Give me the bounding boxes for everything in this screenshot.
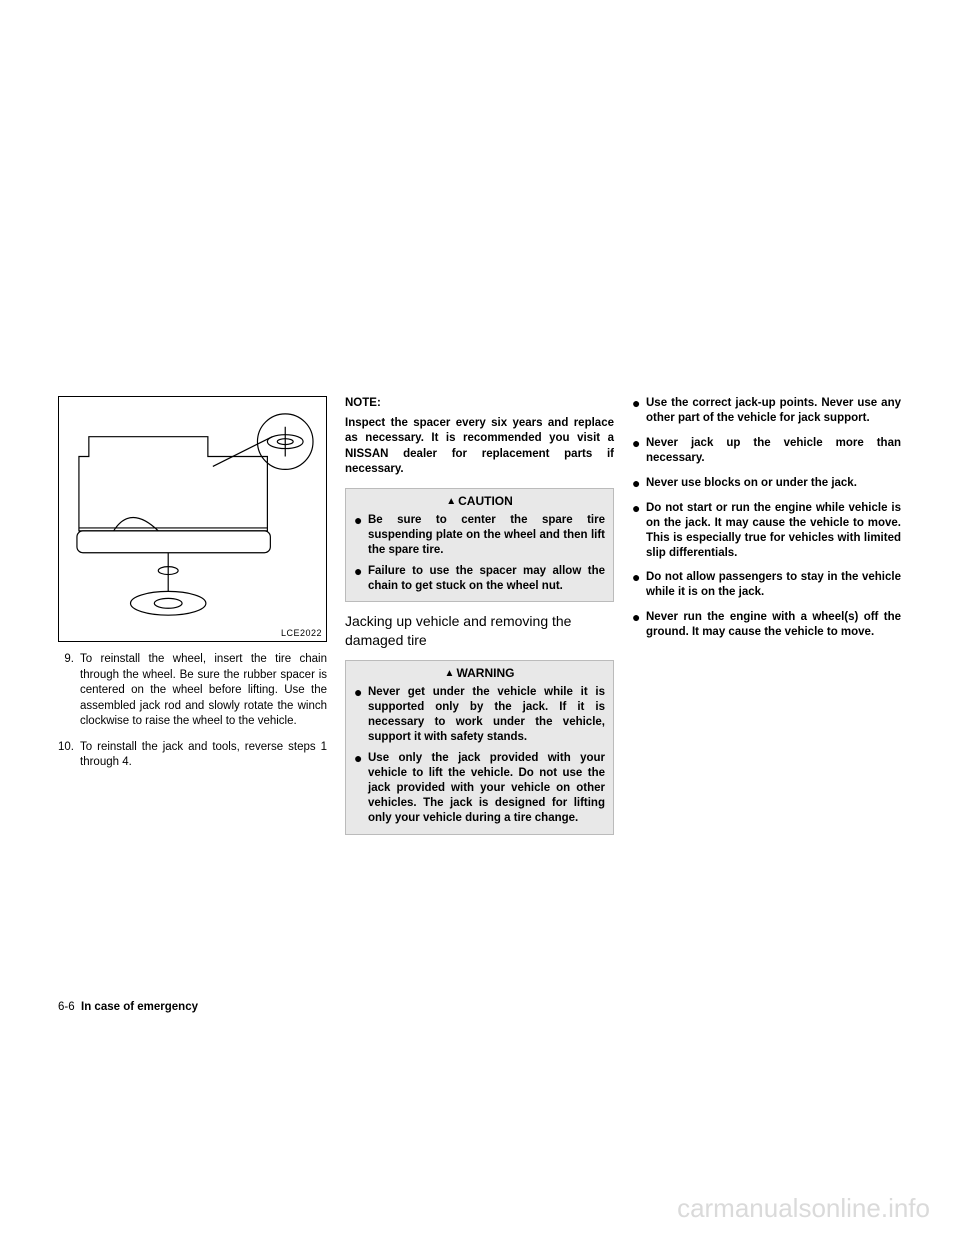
bullet-text: Do not allow passengers to stay in the v… [646,570,901,600]
safety-bullet: ● Do not start or run the engine while v… [632,501,901,561]
bullet-text: Never use blocks on or under the jack. [646,476,901,491]
page-number: 6-6 [58,1001,75,1013]
step-text: To reinstall the jack and tools, reverse… [80,740,327,771]
caution-title: CAUTION [354,493,605,509]
step-9: 9. To reinstall the wheel, insert the ti… [58,652,327,730]
step-number: 10. [58,740,80,771]
note-paragraph: Inspect the spacer every six years and r… [345,416,614,478]
content-area: LCE2022 9. To reinstall the wheel, inser… [58,396,902,845]
warning-bullet: ● Never get under the vehicle while it i… [354,685,605,745]
caution-bullet: ● Be sure to center the spare tire suspe… [354,513,605,558]
column-3: ● Use the correct jack-up points. Never … [632,396,901,845]
bullet-text: Do not start or run the engine while veh… [646,501,901,561]
safety-bullet: ● Do not allow passengers to stay in the… [632,570,901,600]
subsection-heading: Jacking up vehicle and removing the dama… [345,612,614,650]
step-text: To reinstall the wheel, insert the tire … [80,652,327,730]
warning-box: WARNING ● Never get under the vehicle wh… [345,660,614,835]
bullet-icon: ● [354,685,368,745]
warning-title: WARNING [354,665,605,681]
safety-bullet: ● Use the correct jack-up points. Never … [632,396,901,426]
bullet-icon: ● [632,501,646,561]
bullet-text: Use only the jack provided with your veh… [368,751,605,826]
bullet-icon: ● [354,751,368,826]
section-title: In case of emergency [81,1001,198,1013]
bullet-icon: ● [632,396,646,426]
bullet-text: Never get under the vehicle while it is … [368,685,605,745]
caution-box: CAUTION ● Be sure to center the spare ti… [345,488,614,603]
safety-bullet: ● Never jack up the vehicle more than ne… [632,436,901,466]
column-2: NOTE: Inspect the spacer every six years… [345,396,614,845]
bullet-text: Never run the engine with a wheel(s) off… [646,610,901,640]
bullet-text: Use the correct jack-up points. Never us… [646,396,901,426]
figure-label: LCE2022 [281,627,322,639]
bullet-icon: ● [354,513,368,558]
bullet-text: Be sure to center the spare tire suspend… [368,513,605,558]
bullet-icon: ● [632,610,646,640]
column-1: LCE2022 9. To reinstall the wheel, inser… [58,396,327,845]
caution-bullet: ● Failure to use the spacer may allow th… [354,564,605,594]
bullet-icon: ● [354,564,368,594]
bullet-icon: ● [632,476,646,491]
bullet-icon: ● [632,570,646,600]
step-10: 10. To reinstall the jack and tools, rev… [58,740,327,771]
watermark: carmanualsonline.info [677,1193,930,1224]
step-number: 9. [58,652,80,730]
safety-bullet: ● Never use blocks on or under the jack. [632,476,901,491]
safety-bullet: ● Never run the engine with a wheel(s) o… [632,610,901,640]
vehicle-illustration: LCE2022 [58,396,327,642]
page-footer: 6-6 In case of emergency [58,1001,198,1013]
bullet-icon: ● [632,436,646,466]
bullet-text: Failure to use the spacer may allow the … [368,564,605,594]
warning-bullet: ● Use only the jack provided with your v… [354,751,605,826]
note-label: NOTE: [345,396,614,412]
bullet-text: Never jack up the vehicle more than nece… [646,436,901,466]
